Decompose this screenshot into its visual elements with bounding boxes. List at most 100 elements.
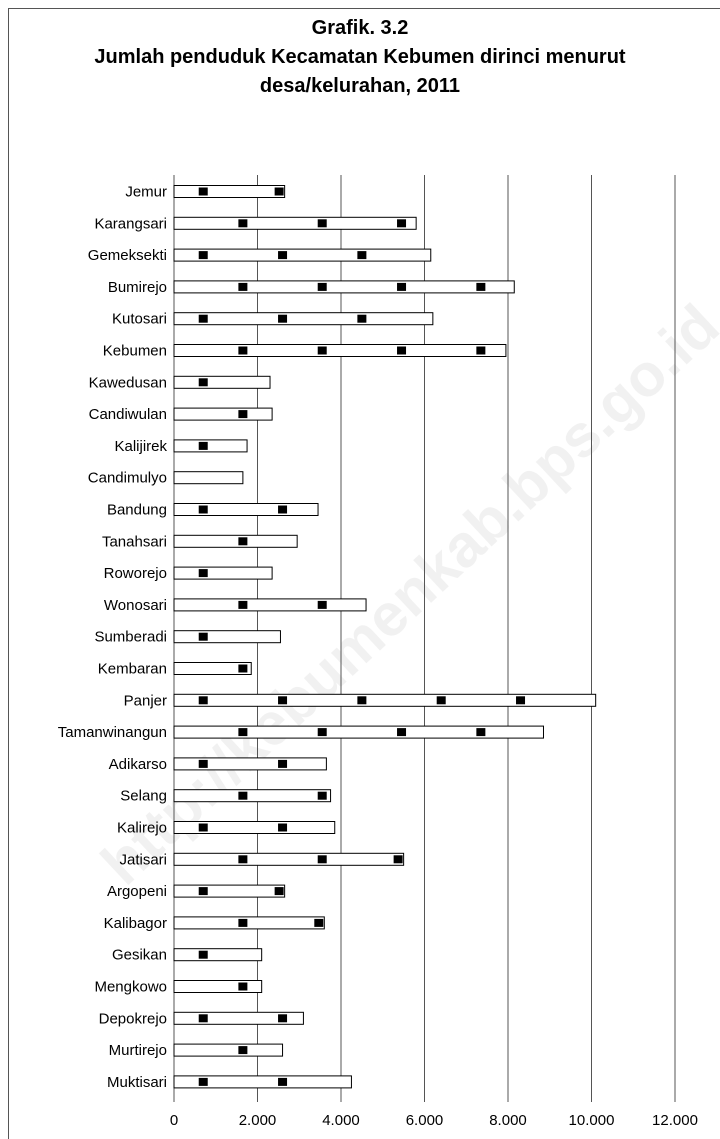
category-label: Mengkowo <box>94 979 167 996</box>
bar-marker <box>274 187 284 196</box>
bar-marker <box>476 728 486 737</box>
category-label: Kembaran <box>98 661 167 678</box>
category-label: Argopeni <box>107 883 167 900</box>
bar <box>173 1075 352 1089</box>
bar-marker <box>436 696 446 705</box>
bar-marker <box>397 728 407 737</box>
bar-marker <box>397 219 407 228</box>
bar-marker <box>238 346 248 355</box>
bar <box>173 916 325 930</box>
chart-frame <box>8 8 720 1139</box>
category-label: Jatisari <box>119 851 167 868</box>
bar <box>173 375 271 389</box>
bar-marker <box>198 632 208 641</box>
chart-title-line-1: Grafik. 3.2 <box>311 17 409 39</box>
bar-marker <box>278 696 288 705</box>
category-label: Sumberadi <box>94 629 167 646</box>
category-label: Kalibagor <box>104 915 167 932</box>
bar <box>173 980 263 993</box>
bar-marker <box>317 855 327 864</box>
bar-marker <box>317 728 327 737</box>
bar <box>173 821 336 834</box>
bar-marker <box>198 1077 208 1086</box>
bar-marker <box>476 282 486 291</box>
bar-marker <box>198 505 208 514</box>
bar <box>173 948 263 962</box>
bar-marker <box>238 537 248 546</box>
bar-marker <box>317 219 327 228</box>
category-label: Bandung <box>107 502 167 519</box>
x-tick-label: 4.000 <box>322 1112 360 1129</box>
bar <box>173 407 273 421</box>
category-label: Depokrejo <box>99 1010 167 1027</box>
bar <box>173 344 507 357</box>
bar <box>173 503 319 516</box>
bar <box>173 693 597 707</box>
bar-marker <box>198 887 208 896</box>
bar-marker <box>238 728 248 737</box>
bar-marker <box>278 314 288 323</box>
bar-marker <box>198 950 208 959</box>
x-tick-label: 2.000 <box>239 1112 277 1129</box>
bar-marker <box>274 887 284 896</box>
bar-marker <box>317 600 327 609</box>
category-label: Kebumen <box>103 343 167 360</box>
category-label: Muktisari <box>107 1074 167 1091</box>
category-label: Gesikan <box>112 947 167 964</box>
x-tick-label: 0 <box>170 1112 178 1129</box>
category-label: Candiwulan <box>89 406 167 423</box>
bar-marker <box>317 791 327 800</box>
bar <box>173 439 248 453</box>
category-label: Jemur <box>125 184 167 201</box>
bar <box>173 1043 284 1057</box>
bar-marker <box>238 918 248 927</box>
chart-title-line-3: desa/kelurahan, 2011 <box>259 75 461 97</box>
bar <box>173 789 332 803</box>
bar-marker <box>357 314 367 323</box>
bar-marker <box>476 346 486 355</box>
category-label: Candimulyo <box>88 470 167 487</box>
bar-marker <box>198 1014 208 1023</box>
category-label: Tamanwinangun <box>58 724 167 741</box>
x-tick-label: 10.000 <box>569 1112 615 1129</box>
x-tick-label: 6.000 <box>406 1112 444 1129</box>
bar-marker <box>278 759 288 768</box>
bar <box>173 884 286 898</box>
bar-marker <box>357 696 367 705</box>
chart-title: Grafik. 3.2 Jumlah penduduk Kecamatan Ke… <box>0 14 720 101</box>
bar <box>173 534 298 548</box>
category-label: Gemeksekti <box>88 247 167 264</box>
bar-marker <box>278 251 288 260</box>
bar <box>173 757 327 771</box>
bar-marker <box>198 251 208 260</box>
category-label: Bumirejo <box>108 279 167 296</box>
bar-marker <box>198 378 208 387</box>
bar <box>173 852 405 866</box>
bar-marker <box>238 410 248 419</box>
bar <box>173 185 286 198</box>
category-label: Selang <box>120 788 167 805</box>
category-label: Tanahsari <box>102 533 167 550</box>
bar-marker <box>238 600 248 609</box>
bar <box>173 471 244 485</box>
category-label: Kawedusan <box>89 374 167 391</box>
bar-marker <box>317 282 327 291</box>
category-label: Wonosari <box>104 597 167 614</box>
chart-title-line-2: Jumlah penduduk Kecamatan Kebumen dirinc… <box>94 46 626 68</box>
bar-marker <box>238 791 248 800</box>
bar-marker <box>198 187 208 196</box>
category-label: Adikarso <box>109 756 167 773</box>
bar-marker <box>278 505 288 514</box>
bar <box>173 216 417 230</box>
bar-marker <box>198 759 208 768</box>
bar-marker <box>278 1014 288 1023</box>
x-tick-label: 8.000 <box>489 1112 527 1129</box>
category-label: Kutosari <box>112 311 167 328</box>
x-tick-label: 12.000 <box>652 1112 698 1129</box>
bar-marker <box>238 219 248 228</box>
category-label: Roworejo <box>104 565 167 582</box>
bar <box>173 662 252 675</box>
bar-marker <box>238 855 248 864</box>
bar-marker <box>393 855 403 864</box>
bar-marker <box>198 569 208 578</box>
